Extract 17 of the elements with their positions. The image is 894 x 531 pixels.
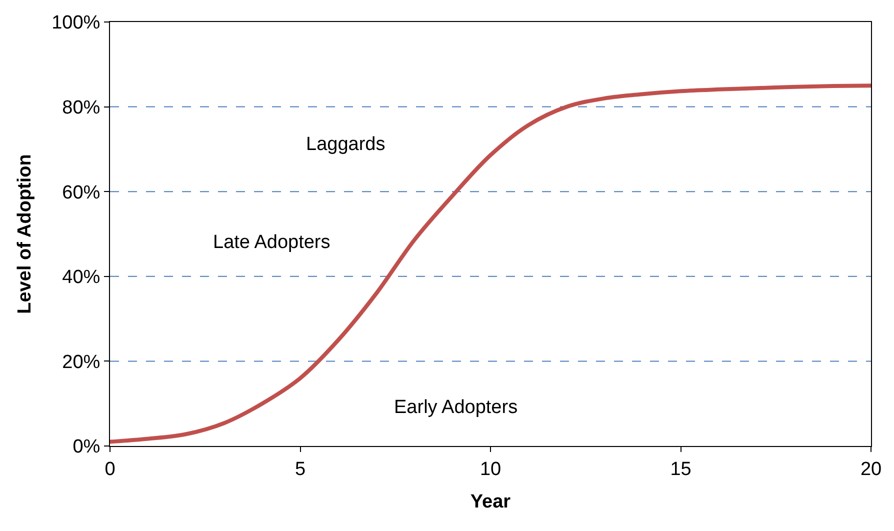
y-tick-label: 80% bbox=[62, 97, 100, 118]
x-tick-label: 10 bbox=[480, 458, 502, 480]
y-tick-label: 60% bbox=[62, 182, 100, 204]
x-axis-title: Year bbox=[470, 492, 512, 513]
x-tick-label: 15 bbox=[670, 458, 692, 480]
y-tick-label: 40% bbox=[62, 267, 100, 288]
line-series bbox=[110, 84, 871, 444]
annotation: Early Adopters bbox=[394, 397, 518, 418]
annotation: Late Adopters bbox=[213, 232, 330, 253]
x-tick-label: 5 bbox=[294, 458, 306, 480]
y-axis-title: Level of Adoption bbox=[14, 154, 36, 314]
x-tick-label: 0 bbox=[104, 458, 116, 480]
x-tick-label: 20 bbox=[860, 458, 882, 480]
y-tick-label: 0% bbox=[72, 436, 100, 458]
y-tick-label: 100% bbox=[52, 12, 100, 34]
y-tick-label: 20% bbox=[62, 352, 100, 373]
annotation: Laggards bbox=[306, 134, 386, 155]
